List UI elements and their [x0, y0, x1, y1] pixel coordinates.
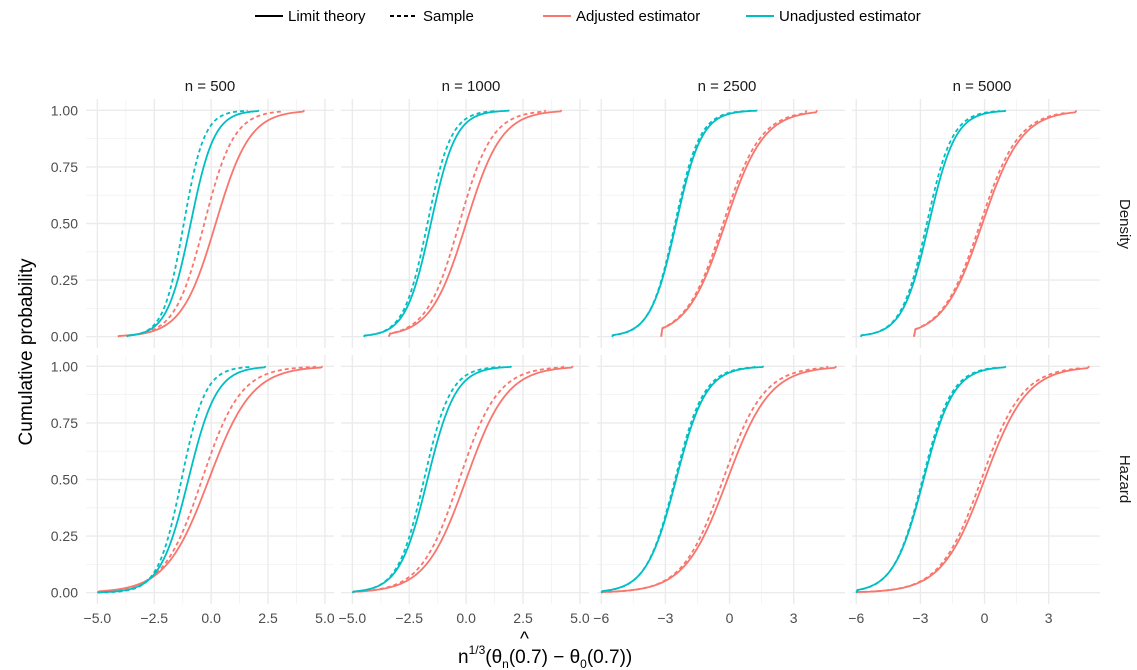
panel-hazard-0: [86, 355, 334, 604]
x-tick-label: 2.5: [258, 610, 278, 626]
series-line-unadjusted-sample: [855, 365, 999, 594]
panel-density-2: [597, 99, 845, 348]
x-tick-label: 3: [790, 610, 798, 626]
x-tick-label: −6: [593, 610, 609, 626]
legend-label-limit-theory: Limit theory: [288, 8, 366, 25]
series-line-adjusted-limit: [387, 109, 563, 338]
strip-col-n500: n = 500: [185, 78, 235, 95]
series-line-adjusted-sample: [913, 109, 1067, 337]
strip-col-n1000: n = 1000: [442, 78, 501, 95]
panels: [86, 99, 1100, 604]
x-tick-label: −5.0: [339, 610, 367, 626]
y-tick-label: 0.25: [51, 528, 78, 544]
y-tick-label: 0.00: [51, 329, 78, 345]
x-tick-label: −3: [912, 610, 928, 626]
x-tick-labels: −5.0 −2.5 0.0 2.5 5.0 −5.0 −2.5 0.0 2.5 5.0 −6 −3 0 3…: [84, 610, 1053, 626]
panel-hazard-2: [597, 355, 845, 604]
series-line-adjusted-sample: [660, 109, 808, 337]
row-strips: Density Hazard: [1116, 199, 1133, 503]
x-tick-label: −6: [848, 610, 864, 626]
series-line-adjusted-sample: [387, 109, 547, 338]
y-tick-labels: 0.00 0.25 0.50 0.75 1.00 0.00 0.25 0.50 0.75 1.00: [51, 102, 78, 600]
legend-label-adjusted-estimator: Adjusted estimator: [576, 8, 700, 25]
x-tick-label: 0: [726, 610, 734, 626]
series-line-unadjusted-sample: [611, 109, 752, 338]
x-tick-label: −2.5: [395, 610, 423, 626]
x-tick-label: −5.0: [84, 610, 112, 626]
panel-density-0: [86, 99, 334, 348]
x-tick-label: 5.0: [315, 610, 335, 626]
series-line-unadjusted-sample: [126, 109, 248, 338]
strip-col-n2500: n = 2500: [698, 78, 757, 95]
x-tick-label: 0.0: [456, 610, 476, 626]
y-tick-label: 1.00: [51, 102, 78, 118]
series-line-unadjusted-limit: [363, 109, 510, 338]
column-strips: n = 500 n = 1000 n = 2500 n = 5000: [185, 78, 1012, 95]
panel-density-1: [341, 99, 589, 348]
y-tick-label: 0.75: [51, 159, 78, 175]
x-tick-label: −2.5: [140, 610, 168, 626]
series-line-unadjusted-sample: [859, 109, 1001, 338]
y-tick-label: 1.00: [51, 358, 78, 374]
strip-col-n5000: n = 5000: [953, 78, 1012, 95]
series-line-adjusted-limit: [600, 365, 837, 594]
y-tick-label: 0.50: [51, 472, 78, 488]
series-line-unadjusted-limit: [351, 365, 513, 594]
series-line-adjusted-limit: [913, 109, 1078, 337]
svg-text:n1/3(θn(0.7) − θ0(0.7)): n1/3(θn(0.7) − θ0(0.7)): [458, 643, 632, 670]
x-tick-label: 2.5: [513, 610, 533, 626]
series-line-adjusted-sample: [96, 365, 317, 594]
y-tick-label: 0.25: [51, 272, 78, 288]
panel-hazard-3: [852, 355, 1100, 604]
x-tick-label: 0: [981, 610, 989, 626]
strip-row-hazard: Hazard: [1116, 455, 1133, 503]
x-tick-label: −3: [657, 610, 673, 626]
y-axis-title: Cumulative probability: [16, 258, 37, 445]
series-line-adjusted-limit: [660, 109, 818, 337]
y-tick-label: 0.75: [51, 415, 78, 431]
series-line-unadjusted-limit: [859, 109, 1007, 338]
panel-hazard-1: [341, 355, 589, 604]
svg-text:^: ^: [520, 629, 529, 650]
legend: Limit theory Sample Adjusted estimator U…: [255, 8, 921, 25]
x-axis-title: n1/3(θn(0.7) − θ0(0.7)) ^: [458, 629, 632, 670]
series-line-adjusted-limit: [856, 365, 1090, 594]
series-line-unadjusted-limit: [611, 109, 758, 338]
y-tick-label: 0.50: [51, 216, 78, 232]
series-line-unadjusted-sample: [363, 109, 497, 338]
series-line-adjusted-sample: [601, 365, 829, 594]
series-line-adjusted-sample: [856, 365, 1082, 594]
x-tick-label: 0.0: [201, 610, 221, 626]
x-tick-label: 3: [1045, 610, 1053, 626]
legend-label-sample: Sample: [423, 8, 474, 25]
panel-density-3: [852, 99, 1100, 348]
strip-row-density: Density: [1116, 199, 1133, 250]
y-tick-label: 0.00: [51, 585, 78, 601]
series-line-unadjusted-sample: [351, 365, 501, 594]
x-tick-label: 5.0: [570, 610, 590, 626]
series-line-adjusted-sample: [351, 365, 565, 594]
legend-label-unadjusted-estimator: Unadjusted estimator: [779, 8, 921, 25]
